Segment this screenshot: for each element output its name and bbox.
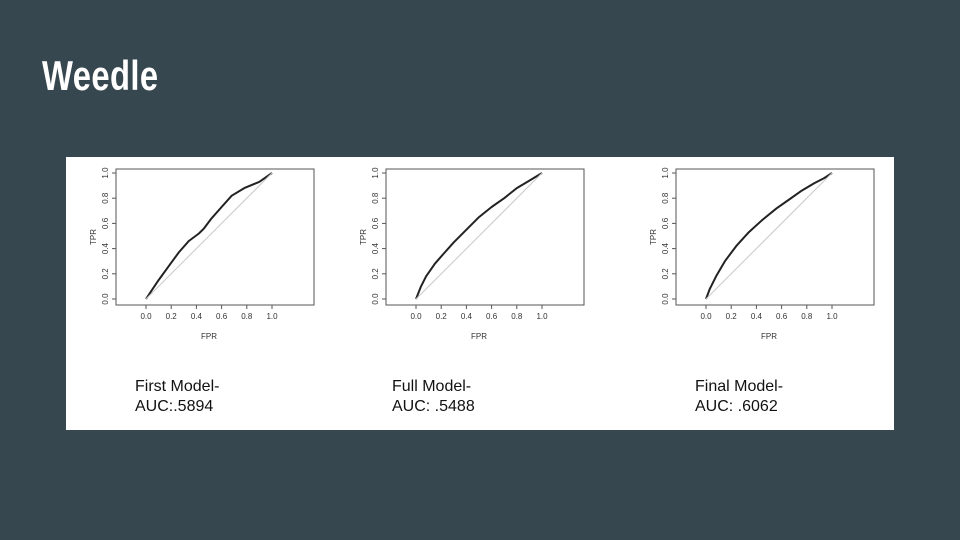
x-tick-label: 0.6 [486,312,498,321]
y-tick-label: 1.0 [101,167,110,179]
y-tick-label: 0.0 [371,293,380,305]
x-tick-label: 0.4 [191,312,203,321]
x-tick-label: 0.8 [801,312,813,321]
y-tick-label: 0.2 [101,268,110,280]
y-tick-label: 0.0 [661,293,670,305]
y-tick-label: 0.6 [101,217,110,229]
y-tick-label: 0.4 [101,242,110,254]
x-tick-label: 0.2 [726,312,738,321]
roc-chart-final-model: 0.0 0.2 0.4 0.6 0.8 1.0 0.0 0.2 0.4 0.6 0.8 1.0 FPR T… [649,167,875,341]
caption-first-model: First Model- AUC:.5894 [135,377,219,417]
roc-chart-full-model: 0.0 0.2 0.4 0.6 0.8 1.0 0.0 0.2 0.4 0.6 0.8 1.0 FPR T… [359,167,585,341]
x-axis-label: FPR [761,332,777,341]
y-axis-label: TPR [359,229,368,245]
roc-curve-line [705,172,833,300]
y-tick-label: 0.2 [661,268,670,280]
y-tick-label: 0.8 [661,192,670,204]
roc-figure-panel: 0.0 0.2 0.4 0.6 0.8 1.0 0.0 0.2 0.4 0.6 0.8 1.0 FPR T… [66,157,894,430]
reference-diagonal-line [415,172,543,300]
caption-model-name: First Model- [135,378,220,395]
caption-final-model: Final Model- AUC: .6062 [695,377,783,417]
roc-curve-line [415,172,543,300]
x-tick-label: 0.0 [410,312,422,321]
x-tick-label: 0.8 [511,312,523,321]
x-tick-label: 1.0 [536,312,548,321]
slide-title: Weedle [42,52,159,99]
x-tick-label: 0.2 [436,312,448,321]
roc-chart-first-model: 0.0 0.2 0.4 0.6 0.8 1.0 0.0 0.2 0.4 0.6 0.8 1.0 FPR T… [89,167,315,341]
caption-auc: AUC:.5894 [135,398,214,415]
caption-auc: AUC: .6062 [695,398,778,415]
y-tick-label: 0.4 [661,242,670,254]
plot-frame [675,168,875,306]
x-tick-label: 0.6 [776,312,788,321]
caption-model-name: Full Model- [392,378,472,395]
caption-model-name: Final Model- [695,378,784,395]
x-tick-label: 0.4 [751,312,763,321]
plot-frame [385,168,585,306]
x-tick-label: 0.0 [140,312,152,321]
y-tick-label: 0.8 [371,192,380,204]
y-tick-label: 0.6 [371,217,380,229]
y-tick-label: 0.6 [661,217,670,229]
y-axis-label: TPR [89,229,98,245]
x-axis-label: FPR [201,332,217,341]
y-tick-label: 1.0 [371,167,380,179]
x-tick-label: 0.2 [166,312,178,321]
x-tick-label: 1.0 [266,312,278,321]
y-axis-label: TPR [649,229,658,245]
reference-diagonal-line [145,172,273,300]
y-tick-label: 0.8 [101,192,110,204]
x-tick-label: 0.0 [700,312,712,321]
caption-auc: AUC: .5488 [392,398,475,415]
y-tick-label: 0.4 [371,242,380,254]
reference-diagonal-line [705,172,833,300]
caption-full-model: Full Model- AUC: .5488 [392,377,475,417]
plot-frame [115,168,315,306]
x-tick-label: 1.0 [826,312,838,321]
roc-curve-line [145,172,273,300]
x-axis-label: FPR [471,332,487,341]
x-tick-label: 0.4 [461,312,473,321]
x-tick-label: 0.6 [216,312,228,321]
x-tick-label: 0.8 [241,312,253,321]
y-tick-label: 0.2 [371,268,380,280]
y-tick-label: 1.0 [661,167,670,179]
y-tick-label: 0.0 [101,293,110,305]
